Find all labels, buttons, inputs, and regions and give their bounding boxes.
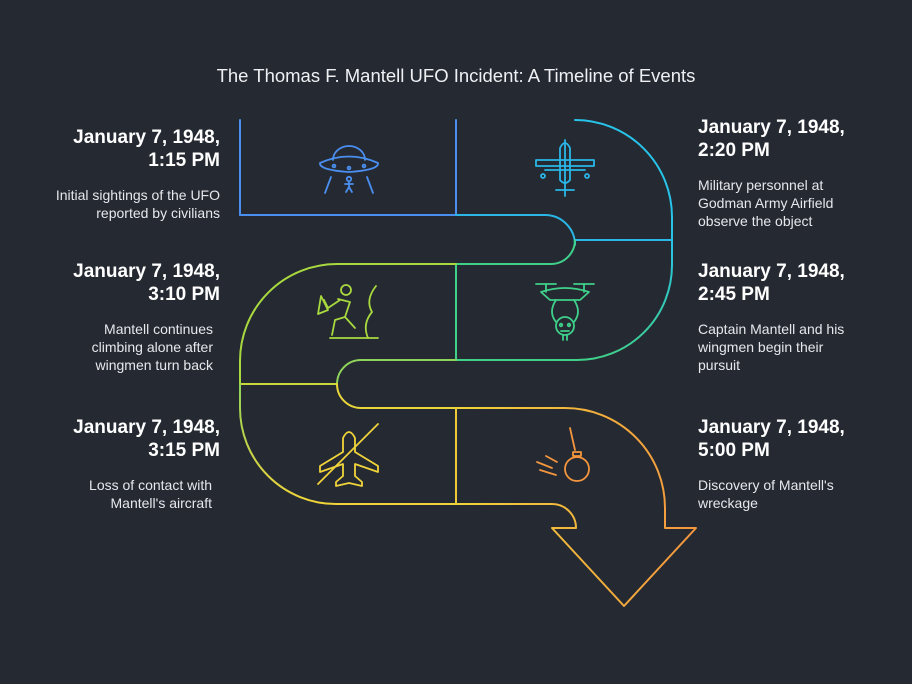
event-date: January 7, 1948, 2:20 PM	[698, 117, 845, 161]
band-row-3	[239, 263, 457, 505]
band-row-1	[239, 119, 673, 246]
climbing-person-icon	[317, 284, 379, 339]
timeline-event-1: January 7, 1948, 1:15 PM Initial sightin…	[20, 126, 220, 222]
timeline-event-2: January 7, 1948, 2:20 PM Military person…	[698, 116, 878, 230]
ufo-icon	[319, 145, 379, 194]
timeline-event-3: January 7, 1948, 2:45 PM Captain Mantell…	[698, 260, 878, 374]
event-date: January 7, 1948, 3:15 PM	[73, 417, 220, 461]
event-description: Loss of contact with Mantell's aircraft	[89, 477, 212, 511]
event-description: Mantell continues climbing alone after w…	[91, 321, 213, 373]
event-description: Captain Mantell and his wingmen begin th…	[698, 321, 845, 373]
event-date: January 7, 1948, 1:15 PM	[73, 127, 220, 171]
timeline-event-4: January 7, 1948, 3:10 PM Mantell continu…	[20, 260, 220, 374]
event-description: Discovery of Mantell's wreckage	[698, 477, 834, 511]
drone-pursuit-icon	[535, 283, 595, 341]
timeline-event-5: January 7, 1948, 3:15 PM Loss of contact…	[20, 416, 220, 512]
band-row-4	[455, 407, 697, 607]
diagram-title: The Thomas F. Mantell UFO Incident: A Ti…	[216, 65, 696, 86]
airplane-crossed-icon	[317, 423, 379, 487]
military-aircraft-icon	[535, 139, 595, 197]
event-date: January 7, 1948, 3:10 PM	[73, 261, 220, 305]
event-description: Initial sightings of the UFO reported by…	[55, 187, 220, 221]
wrecking-ball-icon	[536, 427, 590, 482]
band-row-2	[336, 239, 673, 385]
event-description: Military personnel at Godman Army Airfie…	[698, 177, 834, 229]
event-date: January 7, 1948, 2:45 PM	[698, 261, 845, 305]
event-date: January 7, 1948, 5:00 PM	[698, 417, 845, 461]
timeline-event-6: January 7, 1948, 5:00 PM Discovery of Ma…	[698, 416, 878, 512]
